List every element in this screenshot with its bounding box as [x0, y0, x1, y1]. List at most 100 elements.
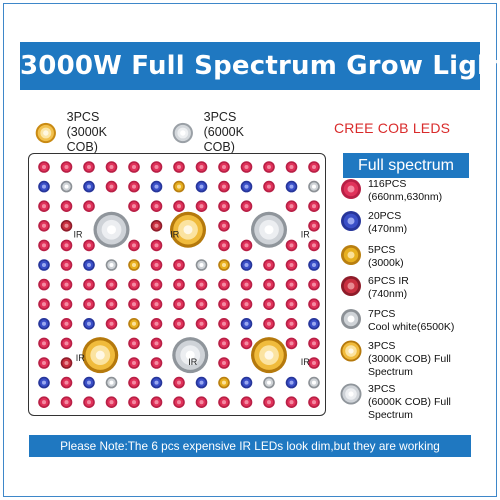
- warm-cob-led-icon: [340, 340, 362, 362]
- blue-led: [38, 318, 50, 330]
- spectrum-item-line: (740nm): [368, 288, 408, 300]
- red-led: [263, 396, 275, 408]
- led-grid: IR IR IR IR IR IR: [38, 161, 320, 408]
- red-led: [150, 259, 163, 271]
- ir-label: IR: [74, 230, 84, 240]
- blue-led: [308, 318, 320, 330]
- white-led: [263, 376, 275, 389]
- red-led: [105, 396, 118, 408]
- red-led: [60, 298, 73, 310]
- red-led: [218, 337, 230, 350]
- red-led: [150, 396, 163, 408]
- red-led: [150, 298, 163, 310]
- spectrum-item: 7PCS Cool white(6500K): [340, 308, 454, 334]
- red-led: [173, 298, 185, 310]
- red-led: [285, 396, 298, 408]
- blue-led: [240, 259, 253, 271]
- red-led: [38, 357, 50, 369]
- red-led: [128, 376, 140, 389]
- blue-led: [83, 259, 95, 271]
- cob-warm-type: (3000K COB): [66, 125, 107, 154]
- warm-cob-led: [82, 337, 119, 374]
- red-led: [195, 298, 208, 310]
- blue-led: [83, 318, 95, 330]
- ir-label: IR: [188, 357, 198, 367]
- red-led: [240, 161, 253, 173]
- red-led: [308, 200, 320, 212]
- red-led: [195, 396, 208, 408]
- red-led: [105, 318, 118, 330]
- cool-cob-led-icon: [172, 122, 193, 143]
- red-led: [308, 396, 320, 408]
- red-led: [38, 298, 50, 310]
- red-led: [128, 298, 140, 310]
- red-led: [60, 259, 73, 271]
- red-led: [83, 161, 95, 173]
- red-led: [173, 396, 185, 408]
- red-led: [285, 298, 298, 310]
- blue-led: [285, 376, 298, 389]
- red-led: [218, 396, 230, 408]
- spectrum-item-line: 3PCS: [368, 383, 396, 395]
- red-led: [60, 278, 73, 291]
- red-led: [128, 396, 140, 408]
- red-led: [173, 259, 185, 271]
- red-led: [38, 239, 50, 252]
- spectrum-item-line: 20PCS: [368, 210, 402, 222]
- blue-led: [240, 318, 253, 330]
- white-led: [60, 180, 73, 193]
- red-led: [60, 396, 73, 408]
- red-led: [38, 337, 50, 350]
- red-led: [173, 200, 185, 212]
- red-led: [38, 278, 50, 291]
- red-led: [83, 396, 95, 408]
- blue-led: [195, 376, 208, 389]
- spectrum-item-line: 7PCS: [368, 308, 396, 320]
- blue-led: [240, 376, 253, 389]
- red-led: [240, 298, 253, 310]
- red-led: [308, 298, 320, 310]
- red-led: [195, 200, 208, 212]
- red-led: [308, 278, 320, 291]
- red-led: [285, 200, 298, 212]
- red-led: [308, 161, 320, 173]
- blue-led: [38, 180, 50, 193]
- white-led: [195, 259, 208, 271]
- red-led: [150, 357, 163, 369]
- red-led: [105, 161, 118, 173]
- red-led: [308, 220, 320, 232]
- red-led: [195, 161, 208, 173]
- spectrum-item-line: Spectrum: [368, 409, 413, 421]
- spectrum-header: Full spectrum: [343, 153, 469, 178]
- red-led: [38, 396, 50, 408]
- red-led: [285, 161, 298, 173]
- white-led: [308, 180, 320, 193]
- red-led: [263, 180, 275, 193]
- cool-cob-led-icon: [340, 383, 362, 405]
- spectrum-item: 3PCS (6000K COB) Full Spectrum: [340, 383, 451, 422]
- red-led: [128, 239, 140, 252]
- red-led: [60, 318, 73, 330]
- spectrum-item-line: (470nm): [368, 223, 408, 235]
- blue-led: [150, 180, 163, 193]
- warm-cob-led: [251, 337, 287, 374]
- spectrum-item: 6PCS IR (740nm): [340, 275, 409, 301]
- red-led: [128, 200, 140, 212]
- red-led: [38, 200, 50, 212]
- red-led: [150, 318, 163, 330]
- red-led: [83, 278, 95, 291]
- cool-cob-led: [172, 337, 209, 374]
- red-led: [218, 200, 230, 212]
- red-led: [128, 180, 140, 193]
- red-led: [105, 298, 118, 310]
- spectrum-item-line: (660nm,630nm): [368, 191, 443, 203]
- ir-label: IR: [76, 353, 86, 363]
- red-led: [263, 298, 275, 310]
- cob-legend-warm: 3PCS (3000K COB): [35, 110, 117, 155]
- white-led-icon: [341, 309, 361, 329]
- red-led: [60, 200, 73, 212]
- warm-cob-led-icon: [35, 122, 56, 143]
- red-led: [263, 318, 275, 330]
- red-led: [128, 337, 140, 350]
- red-led: [240, 200, 253, 212]
